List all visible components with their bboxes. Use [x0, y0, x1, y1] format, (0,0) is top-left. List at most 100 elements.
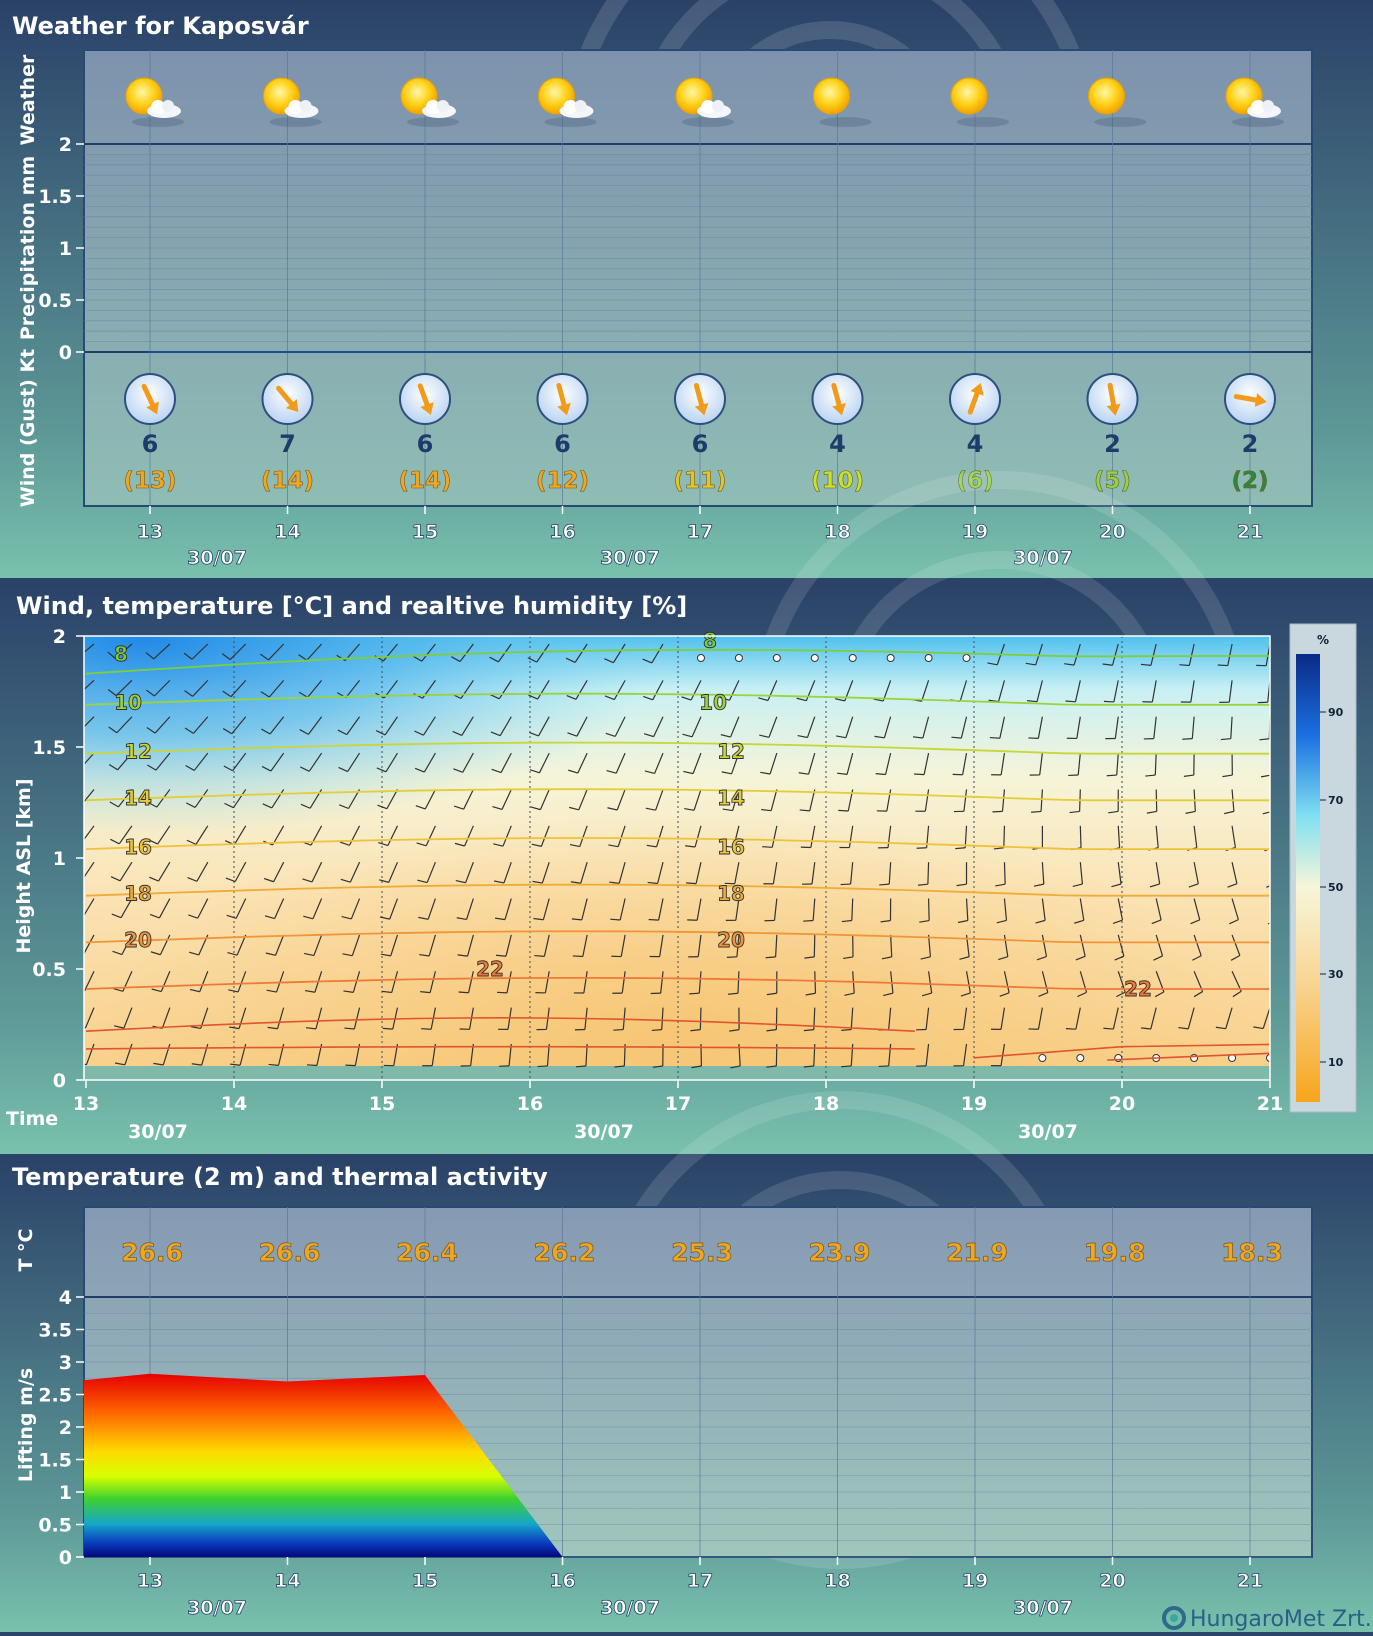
isotherm-label: 10 — [699, 691, 727, 715]
wind-speed-label: 2 — [1104, 430, 1121, 458]
temperature-label: 26.2 — [534, 1238, 596, 1267]
time-tick-label: 19 — [961, 1093, 987, 1115]
hour-tick-label: 20 — [1099, 1570, 1125, 1592]
wind-direction-icon — [400, 374, 450, 424]
isotherm-label: 22 — [476, 957, 504, 981]
ylabel-weather: Weather — [17, 54, 39, 145]
wind-gust-label: (14) — [261, 468, 314, 494]
date-label: 30/07 — [128, 1121, 188, 1143]
hour-tick-label: 13 — [137, 1570, 163, 1592]
precip-tick-label: 0.5 — [38, 290, 72, 312]
ylabel-lifting: Lifting m/s — [15, 1368, 37, 1482]
wind-gust-label: (10) — [811, 468, 864, 494]
isotherm-label: 12 — [124, 739, 152, 763]
wind-direction-icon — [1225, 374, 1275, 424]
precip-tick-label: 1.5 — [38, 186, 72, 208]
panel-weather: Weather for Kaposvár Weather Precipitati… — [0, 0, 1373, 578]
ylabel-wind: Wind (Gust) Kt — [17, 349, 39, 508]
wind-gust-label: (14) — [398, 468, 451, 494]
isotherm-label: 8 — [703, 628, 717, 652]
wind-direction-icon — [675, 374, 725, 424]
ylabel-height: Height ASL [km] — [13, 778, 35, 953]
colorbar-tick-label: 70 — [1328, 794, 1344, 807]
time-tick-label: 20 — [1109, 1093, 1135, 1115]
hour-tick-label: 15 — [412, 1570, 438, 1592]
calm-wind-marker — [697, 655, 704, 662]
panel-wind-temperature-humidity: Wind, temperature [°C] and realtive humi… — [0, 480, 1373, 1154]
wind-gust-label: (13) — [123, 468, 176, 494]
panel1-title: Weather for Kaposvár — [12, 12, 309, 40]
panel2-title: Wind, temperature [°C] and realtive humi… — [16, 592, 687, 620]
calm-wind-marker — [811, 655, 818, 662]
time-tick-label: 17 — [665, 1093, 691, 1115]
isotherm-label: 12 — [717, 739, 745, 763]
date-label: 30/07 — [1018, 1121, 1078, 1143]
hour-tick-label: 17 — [687, 521, 713, 543]
lifting-tick-label: 1 — [59, 1482, 72, 1504]
isotherm-label: 22 — [1124, 977, 1152, 1001]
time-tick-label: 15 — [369, 1093, 395, 1115]
isotherm-label: 20 — [124, 928, 152, 952]
precip-tick-label: 0 — [59, 342, 72, 364]
temperature-label: 26.6 — [121, 1238, 183, 1267]
colorbar-tick-label: 10 — [1328, 1056, 1344, 1069]
wind-gust-label: (11) — [673, 468, 726, 494]
lifting-tick-label: 0.5 — [38, 1515, 72, 1537]
hour-tick-label: 15 — [412, 521, 438, 543]
calm-wind-marker — [887, 655, 894, 662]
lifting-tick-label: 2 — [59, 1417, 72, 1439]
height-tick-label: 0.5 — [32, 959, 66, 981]
height-tick-label: 1 — [53, 848, 66, 870]
wind-speed-label: 4 — [829, 430, 846, 458]
ylabel-precipitation: Precipitation mm — [17, 156, 39, 340]
hour-tick-label: 21 — [1237, 1570, 1263, 1592]
isotherm-label: 16 — [124, 835, 152, 859]
wind-gust-label: (12) — [536, 468, 589, 494]
temperature-label: 21.9 — [946, 1238, 1008, 1267]
wind-gust-label: (2) — [1231, 468, 1268, 494]
calm-wind-marker — [925, 655, 932, 662]
height-tick-label: 1.5 — [32, 737, 66, 759]
calm-wind-marker — [849, 655, 856, 662]
date-label: 30/07 — [600, 1597, 660, 1619]
wind-direction-icon — [1088, 374, 1138, 424]
hour-tick-label: 14 — [274, 1570, 300, 1592]
isotherm-label: 14 — [717, 786, 745, 810]
temperature-label: 19.8 — [1084, 1238, 1146, 1267]
hour-tick-label: 19 — [962, 1570, 988, 1592]
colorbar-tick-label: 90 — [1328, 706, 1344, 719]
wind-speed-label: 4 — [967, 430, 984, 458]
lifting-tick-label: 3 — [59, 1352, 72, 1374]
panel-temperature-thermal: Temperature (2 m) and thermal activity 2… — [0, 1100, 1373, 1632]
hour-tick-label: 17 — [687, 1570, 713, 1592]
hour-tick-label: 18 — [824, 1570, 850, 1592]
date-label: 30/07 — [187, 1597, 247, 1619]
wind-direction-icon — [813, 374, 863, 424]
colorbar-tick-label: 30 — [1328, 968, 1344, 981]
isotherm-label: 16 — [717, 835, 745, 859]
temperature-label: 23.9 — [809, 1238, 871, 1267]
height-tick-label: 0 — [53, 1070, 66, 1092]
wind-speed-label: 6 — [554, 430, 571, 458]
hour-tick-label: 16 — [549, 1570, 575, 1592]
time-tick-label: 13 — [73, 1093, 99, 1115]
hour-tick-label: 21 — [1237, 521, 1263, 543]
time-tick-label: 14 — [221, 1093, 247, 1115]
wind-speed-label: 6 — [142, 430, 159, 458]
hour-tick-label: 13 — [137, 521, 163, 543]
hour-tick-label: 16 — [549, 521, 575, 543]
date-label: 30/07 — [600, 547, 660, 569]
wind-direction-icon — [125, 374, 175, 424]
lifting-tick-label: 3.5 — [38, 1320, 72, 1342]
height-tick-label: 2 — [53, 626, 66, 648]
hour-tick-label: 20 — [1099, 521, 1125, 543]
wind-direction-icon — [538, 374, 588, 424]
wind-speed-label: 7 — [279, 430, 296, 458]
calm-wind-marker — [1077, 1055, 1084, 1062]
xlabel-time: Time — [6, 1108, 58, 1130]
humidity-field — [84, 636, 1270, 1080]
panel3-title: Temperature (2 m) and thermal activity — [12, 1163, 548, 1191]
wind-speed-label: 2 — [1242, 430, 1259, 458]
